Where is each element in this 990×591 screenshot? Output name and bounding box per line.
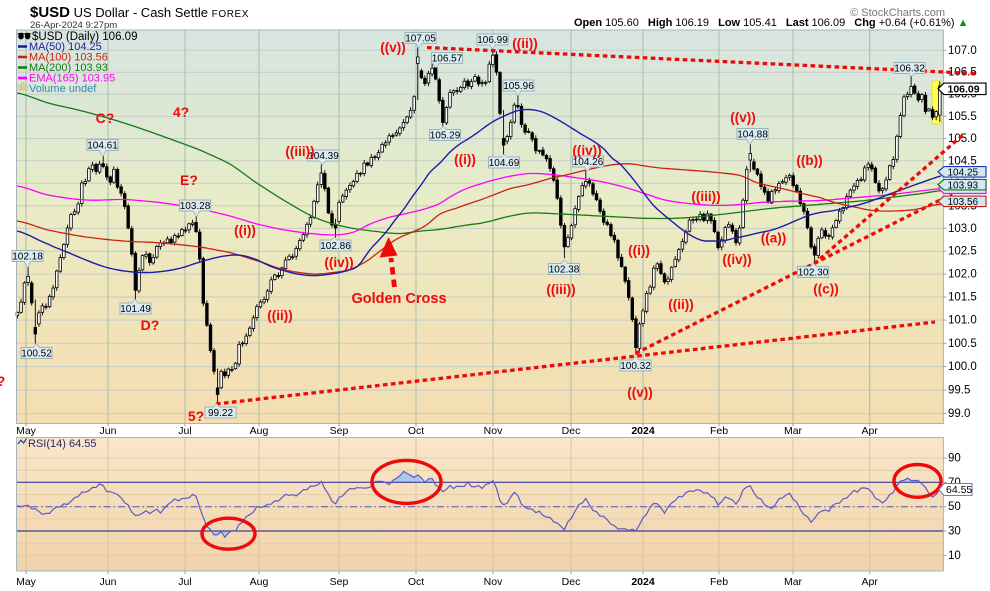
svg-text:Sep: Sep — [330, 576, 349, 588]
svg-text:Jun: Jun — [100, 576, 117, 588]
svg-text:107.05: 107.05 — [405, 33, 436, 44]
svg-text:2024: 2024 — [631, 576, 655, 588]
svg-text:MA(100) 103.56: MA(100) 103.56 — [29, 52, 108, 64]
svg-text:105.0: 105.0 — [948, 133, 977, 145]
svg-text:100.0: 100.0 — [948, 361, 977, 373]
svg-text:102.86: 102.86 — [320, 241, 351, 252]
svg-text:Jul: Jul — [178, 425, 191, 437]
svg-text:101.5: 101.5 — [948, 292, 977, 304]
svg-text:5?: 5? — [188, 408, 204, 424]
svg-text:Feb: Feb — [710, 425, 728, 437]
svg-text:EMA(165) 103.95: EMA(165) 103.95 — [29, 73, 115, 85]
svg-text:Feb: Feb — [710, 576, 728, 588]
svg-text:Golden Cross: Golden Cross — [351, 291, 446, 307]
svg-text:Mar: Mar — [784, 425, 803, 437]
svg-text:Jun: Jun — [100, 425, 117, 437]
svg-text:MA(200) 103.93: MA(200) 103.93 — [29, 62, 108, 74]
svg-text:104.69: 104.69 — [489, 158, 520, 169]
svg-text:30: 30 — [948, 526, 961, 538]
svg-text:((b)): ((b)) — [796, 153, 822, 168]
svg-text:Nov: Nov — [484, 425, 503, 437]
svg-text:Volume undef: Volume undef — [29, 83, 97, 95]
svg-text:((a)): ((a)) — [761, 231, 787, 246]
svg-text:64.55: 64.55 — [946, 484, 972, 496]
svg-text:104.61: 104.61 — [87, 140, 118, 151]
svg-text:MA(50) 104.25: MA(50) 104.25 — [29, 41, 102, 53]
svg-text:Jul: Jul — [178, 576, 191, 588]
svg-text:105.5: 105.5 — [948, 111, 977, 123]
svg-text:((i)): ((i)) — [454, 152, 476, 167]
svg-text:100.32: 100.32 — [620, 361, 651, 372]
svg-text:105.29: 105.29 — [430, 130, 461, 141]
svg-text:90: 90 — [948, 453, 961, 465]
svg-text:E?: E? — [180, 172, 198, 188]
svg-text:106.57: 106.57 — [432, 53, 463, 64]
svg-text:((iv)): ((iv)) — [572, 143, 601, 158]
svg-text:((iv)): ((iv)) — [722, 252, 751, 267]
svg-text:104.88: 104.88 — [737, 129, 768, 140]
svg-text:100.5: 100.5 — [948, 338, 977, 350]
svg-text:101.0: 101.0 — [948, 315, 977, 327]
svg-text:((iii)): ((iii)) — [285, 144, 314, 159]
svg-text:((iii)): ((iii)) — [691, 189, 720, 204]
svg-text:RSI(14) 64.55: RSI(14) 64.55 — [28, 438, 96, 450]
svg-text:10: 10 — [948, 550, 961, 562]
svg-text:106.99: 106.99 — [477, 35, 508, 46]
svg-text:104.25: 104.25 — [948, 167, 979, 178]
svg-text:106.5: 106.5 — [948, 67, 977, 79]
svg-text:((ii)): ((ii)) — [512, 36, 537, 51]
svg-text:103.56: 103.56 — [948, 197, 979, 208]
svg-text:103.93: 103.93 — [948, 180, 979, 191]
svg-text:May: May — [16, 576, 37, 588]
svg-text:4?: 4? — [173, 104, 189, 120]
svg-text:((iii)): ((iii)) — [546, 282, 575, 297]
svg-text:?: ? — [0, 373, 5, 389]
svg-text:99.5: 99.5 — [948, 385, 970, 397]
svg-text:102.38: 102.38 — [549, 264, 580, 275]
svg-text:102.30: 102.30 — [798, 267, 829, 278]
svg-text:2024: 2024 — [631, 425, 655, 437]
svg-text:$USD (Daily) 106.09: $USD (Daily) 106.09 — [32, 31, 137, 43]
svg-text:102.5: 102.5 — [948, 246, 977, 258]
svg-text:101.49: 101.49 — [120, 304, 151, 315]
svg-text:Aug: Aug — [250, 425, 269, 437]
svg-text:105.96: 105.96 — [503, 81, 534, 92]
svg-text:((i)): ((i)) — [628, 243, 650, 258]
svg-text:((v)): ((v)) — [627, 385, 653, 400]
svg-text:((v)): ((v)) — [730, 110, 756, 125]
svg-text:106.32: 106.32 — [894, 63, 925, 74]
svg-text:((ii)): ((ii)) — [267, 308, 292, 323]
svg-text:102.18: 102.18 — [12, 251, 43, 262]
svg-text:D?: D? — [141, 317, 160, 333]
svg-text:Sep: Sep — [330, 425, 349, 437]
svg-text:104.5: 104.5 — [948, 155, 977, 167]
svg-text:104.26: 104.26 — [573, 157, 604, 168]
svg-text:99.22: 99.22 — [208, 408, 233, 419]
svg-text:103.0: 103.0 — [948, 223, 977, 235]
svg-text:50: 50 — [948, 501, 961, 513]
svg-text:C?: C? — [96, 110, 115, 126]
svg-text:((iv)): ((iv)) — [324, 255, 353, 270]
svg-text:Oct: Oct — [408, 425, 424, 437]
svg-text:99.0: 99.0 — [948, 408, 970, 420]
svg-text:102.0: 102.0 — [948, 269, 977, 281]
svg-text:106.09: 106.09 — [948, 83, 980, 95]
svg-text:100.52: 100.52 — [21, 348, 52, 359]
svg-text:Dec: Dec — [562, 576, 581, 588]
svg-text:Apr: Apr — [862, 576, 879, 588]
svg-text:((c)): ((c)) — [813, 282, 839, 297]
svg-text:Oct: Oct — [408, 576, 424, 588]
svg-text:104.39: 104.39 — [308, 151, 339, 162]
svg-text:Nov: Nov — [484, 576, 503, 588]
svg-text:((ii)): ((ii)) — [668, 297, 693, 312]
svg-text:107.0: 107.0 — [948, 45, 977, 57]
svg-text:Apr: Apr — [862, 425, 879, 437]
svg-text:((v)): ((v)) — [380, 40, 406, 55]
svg-text:103.28: 103.28 — [180, 201, 211, 212]
svg-text:Dec: Dec — [562, 425, 581, 437]
svg-text:May: May — [16, 425, 37, 437]
svg-text:Mar: Mar — [784, 576, 803, 588]
svg-text:((i)): ((i)) — [234, 223, 256, 238]
svg-text:Aug: Aug — [250, 576, 269, 588]
